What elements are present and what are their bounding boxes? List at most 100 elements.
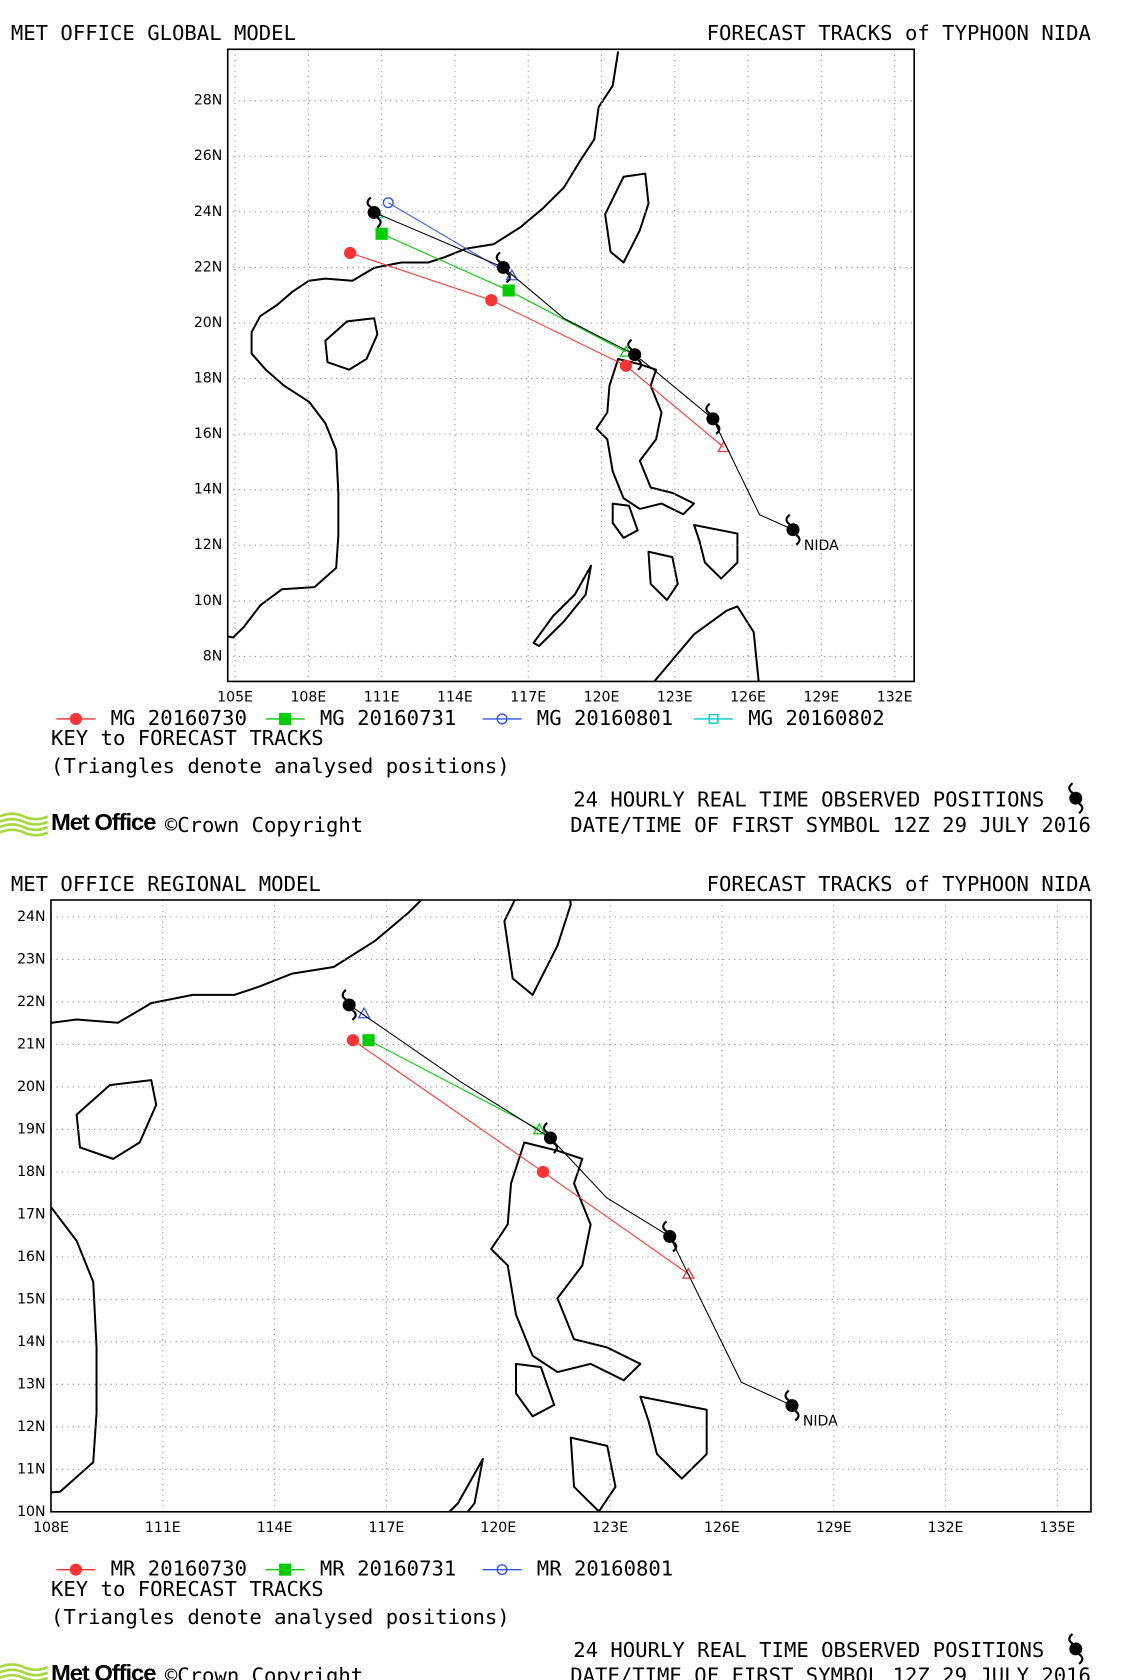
typhoon-core: [786, 523, 800, 537]
track-marker: [496, 713, 508, 725]
forecast-track: [387, 202, 513, 276]
x-tick-label: 114E: [437, 690, 473, 706]
y-tick-label: 18N: [17, 1164, 45, 1180]
analysed-triangle: [681, 1267, 695, 1279]
logo-wave: [0, 828, 49, 837]
typhoon-arm: [1068, 782, 1074, 794]
key-note: (Triangles denote analysed positions): [51, 1605, 510, 1629]
map-frame: [226, 48, 916, 683]
typhoon-symbol: [495, 251, 511, 284]
typhoon-arm: [785, 513, 791, 526]
x-tick-label: 129E: [816, 1520, 852, 1536]
tracks: [341, 989, 800, 1422]
typhoon-symbol: [542, 1122, 559, 1154]
typhoon-arm: [784, 1389, 790, 1402]
typhoon-arm: [637, 359, 643, 371]
copyright: ©Crown Copyright: [165, 1664, 363, 1680]
y-tick-label: 16N: [17, 1249, 45, 1265]
storm-label: NIDA: [803, 1414, 838, 1430]
x-tick-label: 129E: [803, 690, 839, 706]
observed-note: 24 HOURLY REAL TIME OBSERVED POSITIONS: [573, 1638, 1044, 1662]
typhoon-arm: [794, 1410, 800, 1422]
key-title: KEY to FORECAST TRACKS: [51, 726, 324, 750]
x-tick-label: 108E: [290, 690, 326, 706]
y-tick-label: 22N: [17, 994, 45, 1010]
typhoon-core: [628, 348, 642, 362]
typhoon-symbol: [1068, 1633, 1084, 1665]
typhoon-arm: [715, 423, 721, 435]
y-tick-label: 22N: [194, 259, 222, 275]
logo-wave: [0, 823, 49, 832]
y-tick-label: 28N: [194, 93, 222, 109]
legend-label: MG 20160731: [320, 706, 456, 730]
logo-wave: [0, 817, 49, 826]
track-marker: [502, 284, 515, 297]
y-tick-label: 21N: [17, 1036, 45, 1052]
x-tick-label: 126E: [730, 690, 766, 706]
track-marker: [69, 1563, 83, 1576]
track-marker: [69, 712, 83, 725]
typhoon-core: [1069, 1642, 1083, 1656]
legend-label: MR 20160801: [537, 1557, 673, 1581]
typhoon-arm: [366, 196, 372, 208]
track-marker: [485, 294, 498, 307]
y-tick-label: 24N: [194, 204, 222, 220]
logo-text: Met Office: [51, 810, 156, 836]
typhoon-arm: [542, 1122, 548, 1134]
typhoon-symbol: [705, 403, 721, 435]
x-tick-label: 123E: [592, 1520, 628, 1536]
tracks: [343, 196, 801, 546]
first-symbol-note: DATE/TIME OF FIRST SYMBOL 12Z 29 JULY 20…: [570, 813, 1091, 837]
track-marker: [496, 1564, 508, 1576]
forecast-track: [368, 1039, 540, 1130]
typhoon-arm: [351, 1009, 357, 1021]
y-tick-label: 12N: [17, 1419, 45, 1435]
legend-label: MG 20160801: [537, 706, 673, 730]
panel-title: MET OFFICE REGIONAL MODEL: [11, 872, 321, 896]
track-marker: [362, 1034, 375, 1047]
typhoon-symbol: [341, 989, 357, 1021]
y-tick-label: 24N: [17, 909, 45, 925]
typhoon-symbol: [784, 1389, 800, 1422]
y-tick-label: 10N: [17, 1504, 45, 1520]
x-tick-label: 114E: [257, 1520, 293, 1536]
logo-wave: [0, 1673, 49, 1680]
track-marker: [619, 359, 633, 372]
coastline: [227, 50, 761, 682]
legend-label: MR 20160731: [320, 1557, 456, 1581]
track-marker: [375, 227, 388, 240]
y-tick-label: 17N: [17, 1206, 45, 1222]
typhoon-arm: [552, 1142, 559, 1154]
typhoon-symbol: [1068, 782, 1084, 815]
y-tick-label: 20N: [194, 315, 222, 331]
x-tick-label: 111E: [145, 1520, 181, 1536]
logo-wave: [0, 1668, 49, 1677]
track-marker: [536, 1165, 550, 1178]
key-note: (Triangles denote analysed positions): [51, 754, 510, 778]
typhoon-core: [706, 412, 720, 426]
y-tick-label: 8N: [203, 648, 223, 664]
track-marker: [279, 712, 292, 725]
x-tick-label: 132E: [877, 690, 913, 706]
x-tick-label: 111E: [364, 690, 400, 706]
typhoon-arm: [376, 216, 382, 229]
x-tick-label: 105E: [217, 690, 253, 706]
map-panel: MET OFFICE GLOBAL MODEL FORECAST TRACKS o…: [0, 21, 1091, 837]
typhoon-core: [1069, 791, 1083, 805]
y-tick-label: 14N: [17, 1334, 45, 1350]
x-tick-label: 108E: [33, 1520, 69, 1536]
x-tick-label: 135E: [1040, 1520, 1076, 1536]
track-marker: [279, 1563, 292, 1576]
y-tick-label: 12N: [194, 537, 222, 553]
typhoon-core: [785, 1399, 799, 1413]
typhoon-arm: [795, 534, 801, 546]
typhoon-arm: [495, 251, 501, 263]
x-tick-label: 120E: [584, 690, 620, 706]
x-tick-label: 117E: [510, 690, 546, 706]
map-panel: MET OFFICE REGIONAL MODEL FORECAST TRACKS…: [0, 872, 1092, 1680]
track-marker: [382, 197, 394, 209]
first-symbol-note: DATE/TIME OF FIRST SYMBOL 12Z 29 JULY 20…: [570, 1664, 1091, 1680]
legend-label: MR 20160730: [111, 1557, 247, 1581]
typhoon-symbol: [627, 338, 643, 371]
y-tick-label: 11N: [17, 1461, 45, 1477]
